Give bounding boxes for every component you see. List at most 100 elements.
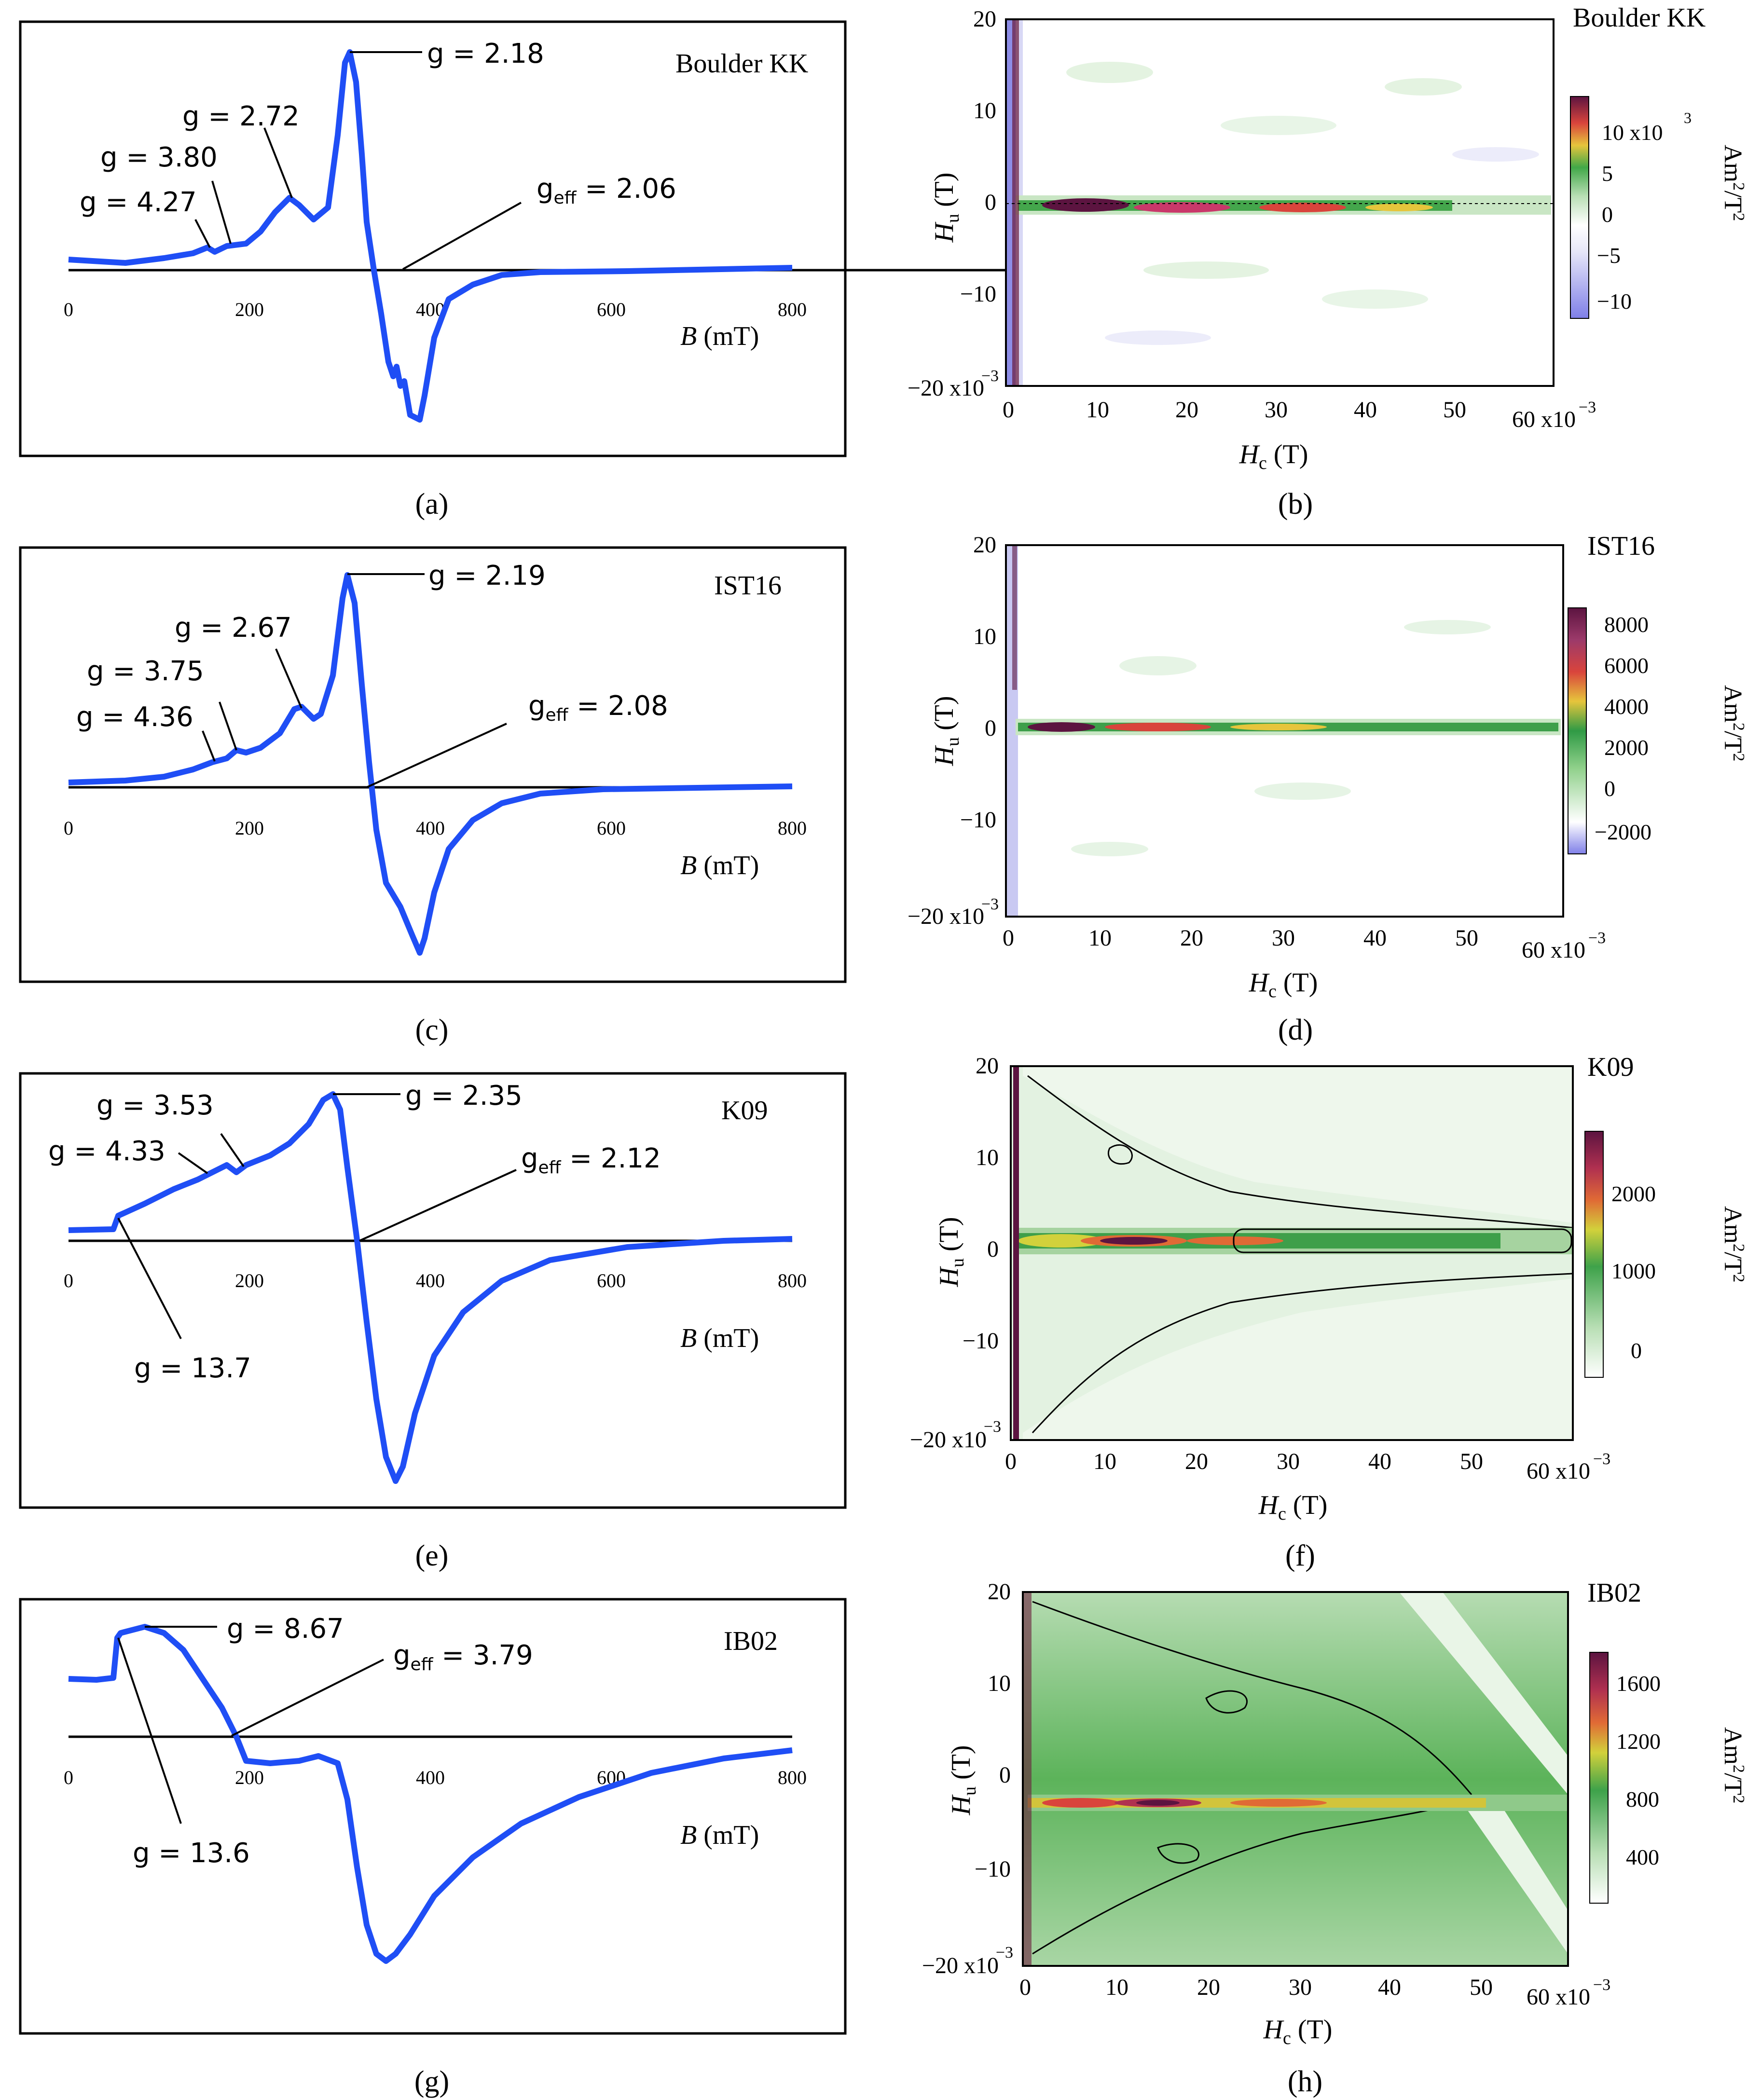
blob-b-4 [1143,261,1269,279]
epr-curve-e [68,1091,793,1484]
tick-g-400: 400 [416,1767,445,1788]
xticks-b: 0 10 20 30 40 50 60 x10 −3 [1003,397,1596,432]
label-c-g4: g = 4.36 [76,701,193,733]
sample-name-c: IST16 [714,571,782,601]
peak-f-4 [1187,1236,1283,1245]
diag-light-h-1 [1399,1592,1568,1795]
contour-f-3 [1107,1144,1133,1165]
xtick-f-exp: −3 [1593,1450,1610,1468]
xtick-b-10: 10 [1086,397,1109,423]
xlabel-e: B (mT) [680,1323,759,1353]
label-c-geff: geff = 2.08 [528,690,668,725]
diag-light-h-2 [1467,1804,1568,1954]
ytick-f-0: 0 [987,1236,999,1262]
tick-g-0: 0 [64,1767,73,1788]
blob-b-6 [1452,147,1539,162]
cbar-b-0: 0 [1602,202,1613,227]
ytick-h-20: 20 [988,1579,1011,1605]
cbar-d-m2000: −2000 [1595,820,1651,844]
xtick-f-30: 30 [1277,1449,1300,1474]
cbar-d-4000: 4000 [1604,694,1649,719]
blob-d-3 [1404,620,1491,634]
leader-a-g427 [194,219,211,248]
cbar-unit-f: Am2/T2 [1719,1206,1747,1282]
cbar-f-1000: 1000 [1611,1259,1656,1283]
xtick-f-50: 50 [1460,1449,1483,1474]
sample-name-d: IST16 [1587,531,1655,561]
peak-h-4 [1230,1799,1327,1807]
cbar-ticks-h: 1600 1200 800 400 [1616,1671,1661,1869]
xticks-d: 0 10 20 30 40 50 60 x10 −3 [1003,925,1606,963]
leader-c-g375 [219,701,237,751]
cbar-unit-b: Am2/T2 [1719,145,1747,221]
contour-f-2 [1032,1273,1573,1434]
tick-a-600: 600 [597,299,626,320]
labels-e: g = 2.35 g = 3.53 g = 4.33 g = 13.7 geff… [48,1080,661,1384]
tick-g-800: 800 [778,1767,807,1788]
xtick-d-10: 10 [1088,925,1112,951]
xlabel-d: Hc (T) [1249,968,1318,1002]
peak-f-3 [1100,1237,1168,1245]
cbar-unit-h: Am2/T2 [1719,1727,1747,1803]
cbar-h-1200: 1200 [1616,1729,1661,1754]
ylabel-h: Hu (T) [946,1745,980,1816]
leader-e-geff [359,1169,517,1242]
cbar-unit-d: Am2/T2 [1719,685,1747,761]
ytick-f-exp: −3 [984,1418,1001,1436]
blob-b-3 [1385,78,1462,96]
forc-map-bg-h [1023,1592,1568,1966]
xtick-h-exp: −3 [1593,1976,1610,1994]
panel-label-g: (g) [414,2065,449,2098]
xlabel-a: B (mT) [680,321,759,351]
label-c-g1: g = 2.19 [428,560,546,591]
ytick-f-20: 20 [976,1053,999,1079]
xtick-b-60: 60 x10 [1512,407,1576,432]
panel-label-f: (f) [1285,1539,1315,1572]
cbar-ticks-b: 10 x10 3 5 0 −5 −10 [1597,109,1692,314]
xtick-b-50: 50 [1443,397,1466,423]
xtick-b-20: 20 [1175,397,1198,423]
cbar-ticks-f: 2000 1000 0 [1611,1181,1656,1363]
ytick-f-m20: −20 x10 [910,1427,987,1453]
label-e-geff: geff = 2.12 [521,1143,661,1178]
ticks-e: 0 200 400 600 800 [64,1270,807,1291]
cbar-b-exp: 3 [1684,109,1692,126]
cbar-d-6000: 6000 [1604,653,1649,678]
cbar-b-10: 10 x10 [1602,120,1663,145]
epr-panel-g: 0 200 400 600 800 g = 8.67 g = 13.6 geff… [19,1598,847,2035]
origin-column-d [1012,545,1017,690]
ytick-h-m10: −10 [975,1856,1011,1882]
contour-f-1 [1027,1075,1573,1229]
xtick-d-60: 60 x10 [1522,937,1585,963]
tick-c-800: 800 [778,817,807,839]
xticks-h: 0 10 20 30 40 50 60 x10 −3 [1019,1975,1610,2010]
cbar-b-m5: −5 [1597,243,1621,268]
epr-frame-e [19,1072,847,1509]
noise-d [1071,620,1491,856]
labels-a: g = 2.18 g = 2.72 g = 3.80 g = 4.27 geff… [80,38,676,218]
cbar-b-5: 5 [1602,161,1613,186]
cbar-d-2000: 2000 [1604,735,1649,760]
label-a-g2: g = 2.72 [182,101,300,132]
ticks-g: 0 200 400 600 800 [64,1767,807,1788]
forc-panel-h: 20 10 0 −10 −20 x10 −3 0 10 20 30 40 50 … [922,1578,1747,2048]
xtick-f-20: 20 [1185,1449,1208,1474]
ylabel-b: Hu (T) [929,173,963,243]
label-a-geff: geff = 2.06 [537,173,676,208]
annotation-lines-a [194,51,522,270]
ylabel-d: Hu (T) [929,696,963,767]
xtick-f-0: 0 [1005,1449,1017,1474]
sample-name-g: IB02 [724,1626,778,1656]
forc-frame-f [1010,1065,1574,1441]
panel-label-a: (a) [415,488,449,521]
epr-frame-a [19,20,847,457]
panel-label-d: (d) [1278,1014,1313,1046]
xtick-h-0: 0 [1019,1975,1031,2000]
xtick-d-0: 0 [1003,925,1014,951]
leader-e-g137 [117,1218,182,1339]
leader-g-g136 [117,1637,182,1824]
cbar-d-0: 0 [1604,776,1615,801]
contour-h-1 [1032,1601,1472,1795]
xtick-h-40: 40 [1378,1975,1401,2000]
